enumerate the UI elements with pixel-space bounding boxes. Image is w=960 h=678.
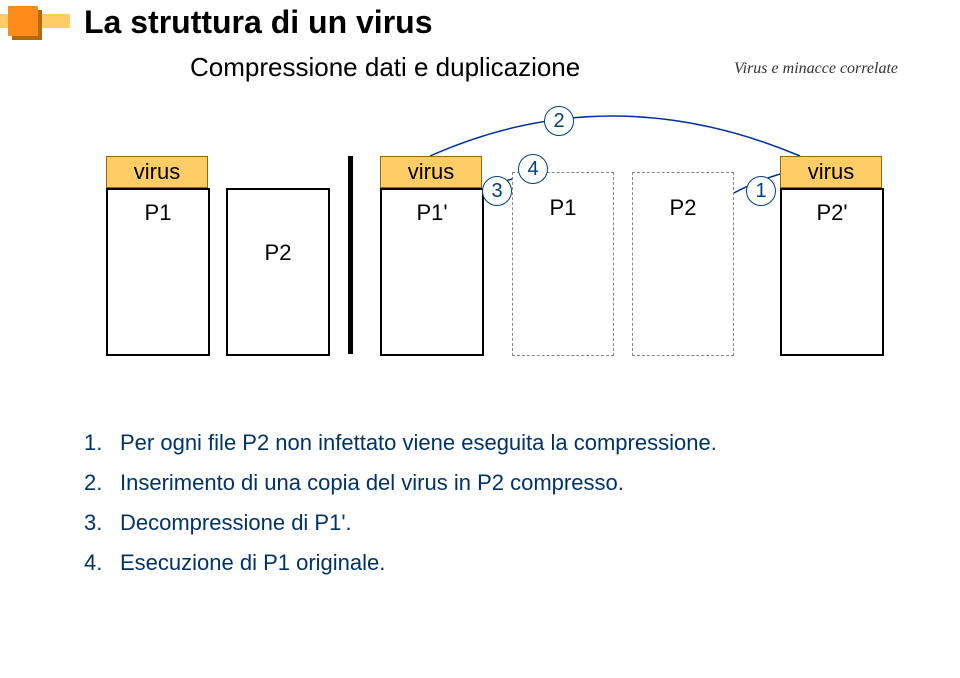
slide-subtitle: Compressione dati e duplicazione: [190, 52, 580, 83]
step-circle-2: 2: [544, 106, 574, 136]
dashed-p1-label: P1: [550, 195, 577, 221]
box-p2: P2: [226, 188, 330, 356]
list-num: 4.: [84, 550, 120, 576]
list-num: 2.: [84, 470, 120, 496]
diagram-area: virus P1 P2 virus P1' P1 P2 virus P2' 2 …: [80, 106, 880, 366]
virus-label-2: virus: [380, 156, 482, 188]
list-num: 1.: [84, 430, 120, 456]
list-item: 2. Inserimento di una copia del virus in…: [84, 470, 880, 496]
list-num: 3.: [84, 510, 120, 536]
box-p2prime-label: P2': [816, 200, 847, 226]
list-item: 4. Esecuzione di P1 originale.: [84, 550, 880, 576]
box-p1: P1: [106, 188, 210, 356]
box-p2prime: P2': [780, 188, 884, 356]
list-text: Per ogni file P2 non infettato viene ese…: [120, 430, 880, 456]
steps-list: 1. Per ogni file P2 non infettato viene …: [84, 430, 880, 590]
corner-decoration: [0, 0, 90, 70]
separator-line: [348, 156, 353, 354]
category-label: Virus e minacce correlate: [734, 60, 898, 78]
step-circle-4: 4: [518, 154, 548, 184]
list-text: Decompressione di P1'.: [120, 510, 880, 536]
slide-title: La struttura di un virus: [84, 4, 432, 41]
step-circle-1: 1: [746, 176, 776, 206]
list-item: 3. Decompressione di P1'.: [84, 510, 880, 536]
list-text: Inserimento di una copia del virus in P2…: [120, 470, 880, 496]
dashed-p2-label: P2: [670, 195, 697, 221]
box-p1prime: P1': [380, 188, 484, 356]
step-circle-3: 3: [482, 176, 512, 206]
virus-label-3: virus: [780, 156, 882, 188]
box-p2-label: P2: [265, 240, 292, 266]
box-p1-label: P1: [145, 200, 172, 226]
box-p1prime-label: P1': [416, 200, 447, 226]
list-item: 1. Per ogni file P2 non infettato viene …: [84, 430, 880, 456]
list-text: Esecuzione di P1 originale.: [120, 550, 880, 576]
virus-label-1: virus: [106, 156, 208, 188]
dashed-p1: P1: [512, 172, 614, 356]
dashed-p2: P2: [632, 172, 734, 356]
